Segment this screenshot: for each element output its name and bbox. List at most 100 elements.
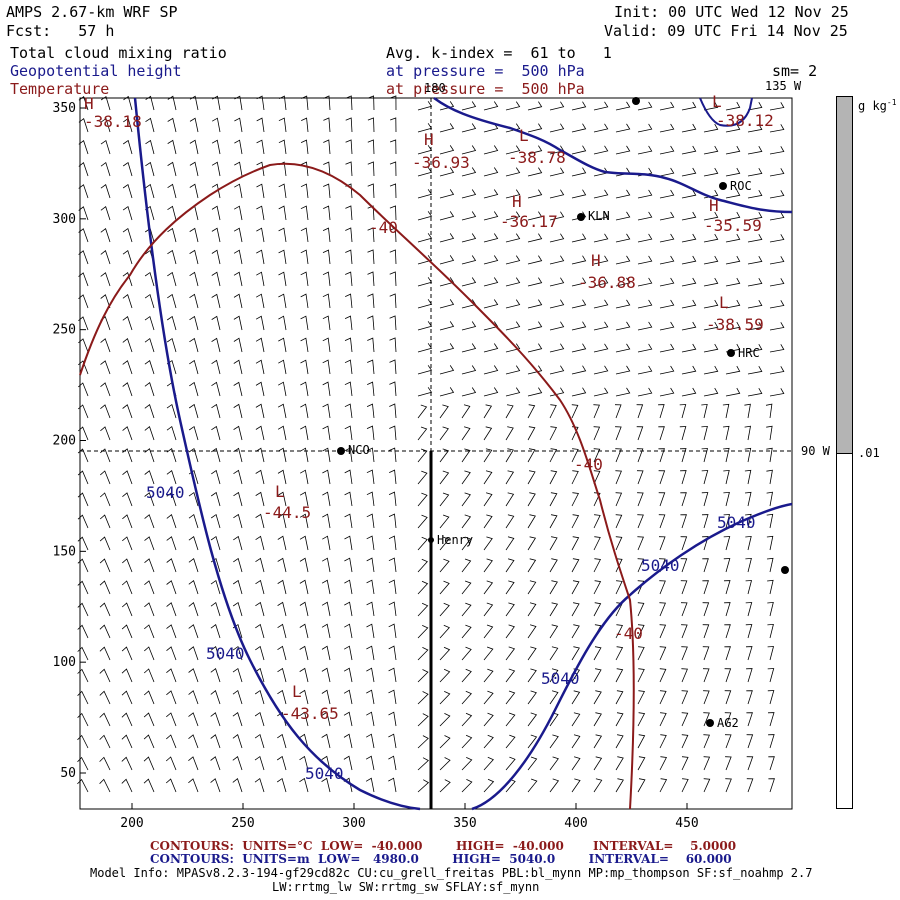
wind-barb (122, 558, 133, 573)
wind-barb (389, 447, 397, 463)
wind-barb (211, 227, 221, 243)
wind-barb (744, 447, 752, 463)
wind-barb (232, 579, 243, 595)
wind-barb (212, 117, 221, 133)
wind-barb (166, 337, 177, 353)
wind-barb (166, 646, 177, 661)
wind-barb (745, 535, 752, 551)
wind-barb (746, 778, 754, 793)
wind-barb (166, 580, 177, 595)
x-tick-label: 450 (675, 816, 698, 831)
wind-barb (723, 491, 730, 507)
wind-barb (680, 514, 687, 529)
wind-barb (232, 756, 243, 771)
wind-barb (681, 690, 689, 705)
wind-barb (679, 404, 687, 419)
wind-barb (461, 734, 473, 749)
wind-barb (166, 315, 177, 331)
wind-barb (593, 101, 609, 111)
wind-barb (211, 337, 221, 353)
wind-barb (144, 624, 155, 639)
wind-barb (189, 117, 199, 133)
wind-barb (388, 601, 397, 617)
wind-barb (637, 233, 653, 243)
wind-barb (593, 448, 601, 463)
temperature-pressure-level: at pressure = 500 hPa (386, 80, 585, 98)
wind-barb (769, 146, 785, 155)
wind-barb (744, 469, 752, 485)
wind-barb (189, 293, 199, 309)
wind-barb (233, 447, 243, 463)
wind-barb (527, 448, 536, 463)
wind-barb (417, 167, 433, 177)
station-label-nco: NCO (348, 443, 370, 457)
wind-barb (299, 733, 309, 749)
wind-barb (417, 404, 428, 419)
wind-barb (527, 404, 536, 419)
wind-barb (210, 535, 221, 551)
wind-barb (388, 755, 397, 771)
wind-barb (77, 756, 89, 771)
wind-barb (417, 669, 429, 683)
wind-barb (121, 668, 133, 683)
wind-barb (615, 690, 624, 705)
wind-barb (505, 602, 515, 617)
wind-barb (549, 365, 565, 375)
wind-barb (277, 623, 287, 639)
wind-barb (388, 645, 397, 661)
wind-barb (210, 513, 221, 529)
wind-barb (593, 580, 602, 595)
wind-barb (277, 535, 287, 551)
wind-barb (527, 101, 543, 111)
wind-barb (277, 557, 287, 573)
wind-barb (276, 755, 287, 771)
station-marker-ag2 (706, 719, 714, 727)
wind-barb (322, 227, 331, 243)
wind-barb (278, 117, 287, 133)
wind-barb (461, 492, 471, 507)
wind-barb (637, 624, 645, 639)
wind-barb (122, 536, 133, 551)
extremum-type: L (719, 293, 729, 312)
wind-barb (255, 315, 265, 331)
wind-barb (388, 491, 397, 507)
wind-barb (702, 602, 710, 617)
wind-barb (637, 602, 645, 617)
wind-barb (189, 139, 199, 155)
wind-barb (637, 343, 653, 353)
wind-barb (571, 580, 580, 595)
wind-barb (300, 469, 309, 485)
wind-barb (144, 514, 155, 529)
wind-barb (505, 668, 516, 683)
wind-barb (637, 734, 646, 749)
wind-barb (439, 101, 455, 111)
wind-barb (278, 249, 287, 265)
wind-barb (121, 734, 133, 749)
coastline (433, 96, 793, 214)
wind-barb (166, 558, 177, 573)
wind-barb (189, 271, 199, 287)
field-height-label: Geopotential height (10, 62, 182, 80)
wind-barb (747, 124, 763, 133)
wind-barb (768, 734, 775, 749)
wind-barb (321, 689, 331, 705)
height-pressure-level: at pressure = 500 hPa (386, 62, 585, 80)
wind-barb (615, 255, 631, 265)
wind-barb (571, 602, 580, 617)
wind-barb (210, 756, 221, 771)
wind-barb (658, 426, 665, 441)
wind-barb (483, 343, 499, 353)
wind-barb (681, 756, 689, 771)
wind-barb (571, 756, 581, 771)
temperature-label: -40 (369, 218, 398, 237)
wind-barb (483, 712, 494, 727)
wind-barb (323, 139, 331, 155)
wind-barb (121, 778, 133, 793)
wind-barb (143, 668, 155, 683)
wind-barb (144, 558, 155, 573)
wind-barb (322, 557, 331, 573)
wind-barb (703, 277, 719, 287)
wind-barb (343, 733, 353, 749)
wind-barb (701, 514, 709, 529)
wind-barb (100, 161, 111, 177)
